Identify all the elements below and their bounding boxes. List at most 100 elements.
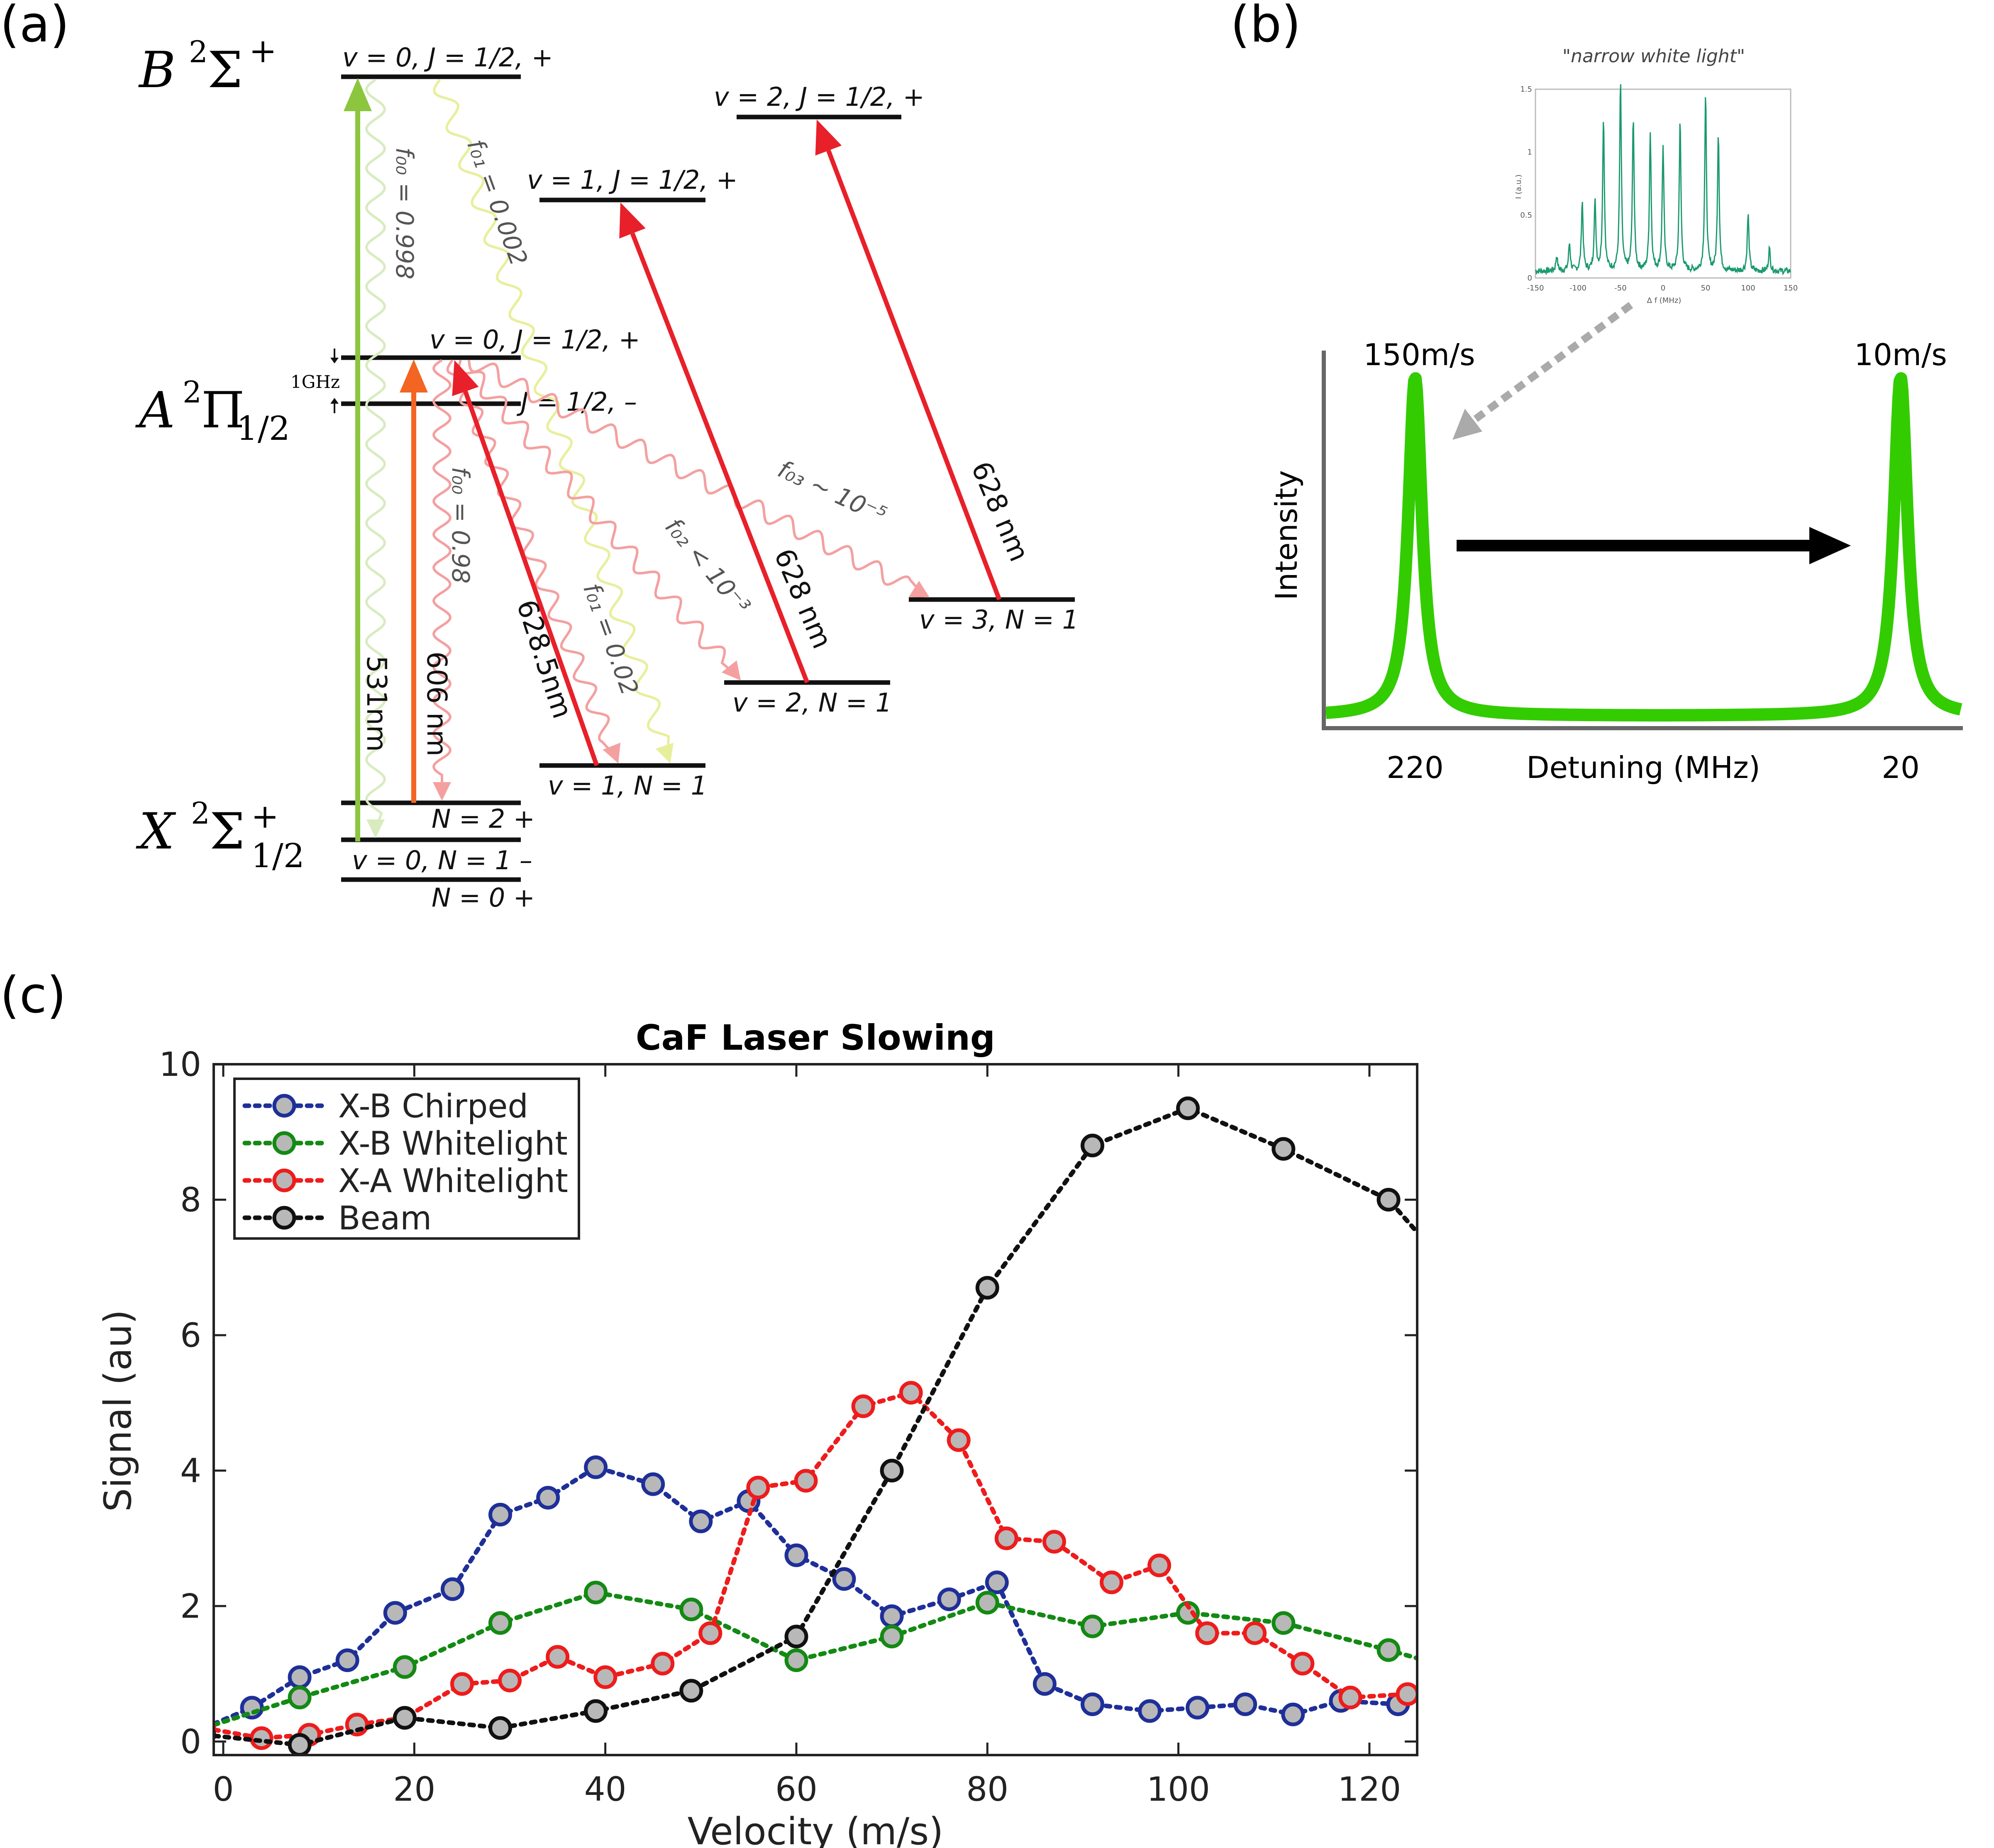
inset-trace — [1535, 84, 1791, 276]
data-point — [947, 1428, 971, 1452]
data-point — [498, 1668, 522, 1692]
x-tick-label: 100 — [1147, 1770, 1210, 1809]
data-point — [584, 1580, 608, 1604]
inset-ytick: 1 — [1528, 148, 1532, 157]
spectrum-ylabel: Intensity — [1269, 470, 1304, 600]
label-B-v2: v = 2, J = 1/2, + — [714, 82, 925, 112]
wl-6285: 628.5nm — [510, 596, 578, 722]
series-line — [214, 1106, 1417, 1748]
series-line — [214, 1465, 1401, 1726]
data-point — [899, 1381, 923, 1405]
inset-xtick: 50 — [1701, 284, 1711, 293]
legend-entry: Beam — [242, 1200, 432, 1237]
data-point — [393, 1706, 417, 1730]
legend-label: X-A Whitelight — [338, 1163, 568, 1200]
label-A-plus: v = 0, J = 1/2, + — [430, 324, 640, 355]
y-tick-label: 8 — [180, 1180, 201, 1219]
transition-606-head — [400, 359, 428, 393]
decay-A-to-X-v3-head — [908, 580, 930, 597]
data-point — [651, 1652, 675, 1676]
branch-A-f00: f₀₀ = 0.98 — [447, 467, 475, 584]
decay-A-to-X-v2-head — [721, 660, 741, 680]
data-point — [584, 1699, 608, 1723]
legend-entry: X-A Whitelight — [242, 1163, 568, 1200]
x-tick-label: 80 — [966, 1770, 1008, 1809]
data-point — [985, 1570, 1009, 1594]
data-point — [1272, 1611, 1296, 1635]
inset-ytick: 0 — [1528, 274, 1532, 283]
state-B-sup2: + — [249, 32, 277, 70]
data-point — [1042, 1530, 1066, 1554]
x-tick-label: 60 — [775, 1770, 818, 1809]
label-X-N1: v = 0, N = 1 – — [352, 845, 532, 875]
legend-label: X-B Chirped — [338, 1088, 528, 1125]
state-X-sym: Σ — [210, 803, 245, 861]
inset-xlabel: Δ f (MHz) — [1647, 296, 1682, 305]
series-beam — [214, 1096, 1417, 1755]
inset-xtick: -100 — [1569, 284, 1586, 293]
data-point — [1081, 1692, 1104, 1716]
data-point — [641, 1472, 665, 1496]
data-point — [851, 1394, 875, 1418]
series-x-b-whitelight — [214, 1580, 1446, 1735]
legend-entry: X-B Chirped — [242, 1088, 528, 1125]
data-point — [975, 1591, 999, 1615]
data-point — [1426, 1654, 1446, 1674]
decay-A-to-X-v0-head — [433, 782, 451, 801]
series-line — [214, 1390, 1410, 1741]
panel-c-label: (c) — [0, 967, 66, 1024]
label-X-N0: N = 0 + — [432, 883, 535, 913]
state-A-sym: Π — [201, 382, 245, 439]
data-point — [393, 1655, 417, 1679]
data-point — [832, 1567, 856, 1591]
label-1GHz: 1GHz — [290, 372, 340, 392]
data-point — [288, 1685, 312, 1709]
data-point — [784, 1624, 808, 1648]
x-tick-label: 40 — [584, 1770, 627, 1809]
state-X-sup2: + — [251, 797, 279, 836]
label-X-v2: v = 2, N = 1 — [732, 688, 892, 718]
state-B-sup: 2 — [189, 34, 208, 69]
data-point — [288, 1733, 312, 1755]
transition-628-v2 — [826, 149, 1002, 600]
legend-marker — [272, 1206, 296, 1230]
inset-title: "narrow white light" — [1562, 46, 1745, 67]
data-point — [488, 1503, 512, 1526]
state-A-sup: 2 — [183, 375, 202, 410]
data-point — [1243, 1621, 1267, 1645]
wl-628-b: 628 nm — [965, 457, 1035, 566]
data-point — [880, 1458, 904, 1482]
decay-A-to-X-v0 — [432, 359, 452, 792]
inset-y-ticks: 0 0.5 1 1.5 — [1520, 85, 1532, 283]
decay-B-v0-to-X-v0 — [365, 78, 386, 830]
inset-xtick: 100 — [1741, 284, 1755, 293]
data-point — [593, 1665, 617, 1689]
laser-transitions — [344, 78, 1002, 841]
data-point — [383, 1601, 407, 1625]
inset-frame — [1535, 88, 1791, 279]
label-X-v3: v = 3, N = 1 — [919, 605, 1079, 635]
data-point — [1377, 1188, 1401, 1212]
wl-531: 531nm — [361, 656, 393, 752]
panel-b-whitelight-spectrum: (b) "narrow white light" -150 -100 -50 0 50 1… — [1230, 0, 1966, 785]
decay-B-v0-to-X-v1-head — [655, 743, 674, 763]
data-point — [1291, 1652, 1315, 1676]
peak-left-label: 150m/s — [1363, 337, 1475, 372]
chart-series — [214, 1096, 1446, 1755]
legend-label: X-B Whitelight — [338, 1125, 568, 1163]
wl-628-a: 628 nm — [768, 544, 838, 653]
y-tick-label: 10 — [159, 1045, 201, 1084]
y-tick-label: 4 — [180, 1451, 201, 1490]
data-point — [1233, 1692, 1257, 1716]
hyperfine-gap-marker: 1GHz — [290, 349, 340, 413]
data-point — [689, 1509, 713, 1533]
data-point — [937, 1587, 961, 1612]
chart-title: CaF Laser Slowing — [636, 1017, 995, 1058]
shift-arrow — [1457, 527, 1851, 564]
spectrum-x-right: 20 — [1882, 750, 1920, 785]
decay-A-to-X-v2 — [457, 360, 736, 675]
state-A-sub: 1/2 — [237, 409, 290, 448]
inset-xtick: 0 — [1661, 284, 1665, 293]
